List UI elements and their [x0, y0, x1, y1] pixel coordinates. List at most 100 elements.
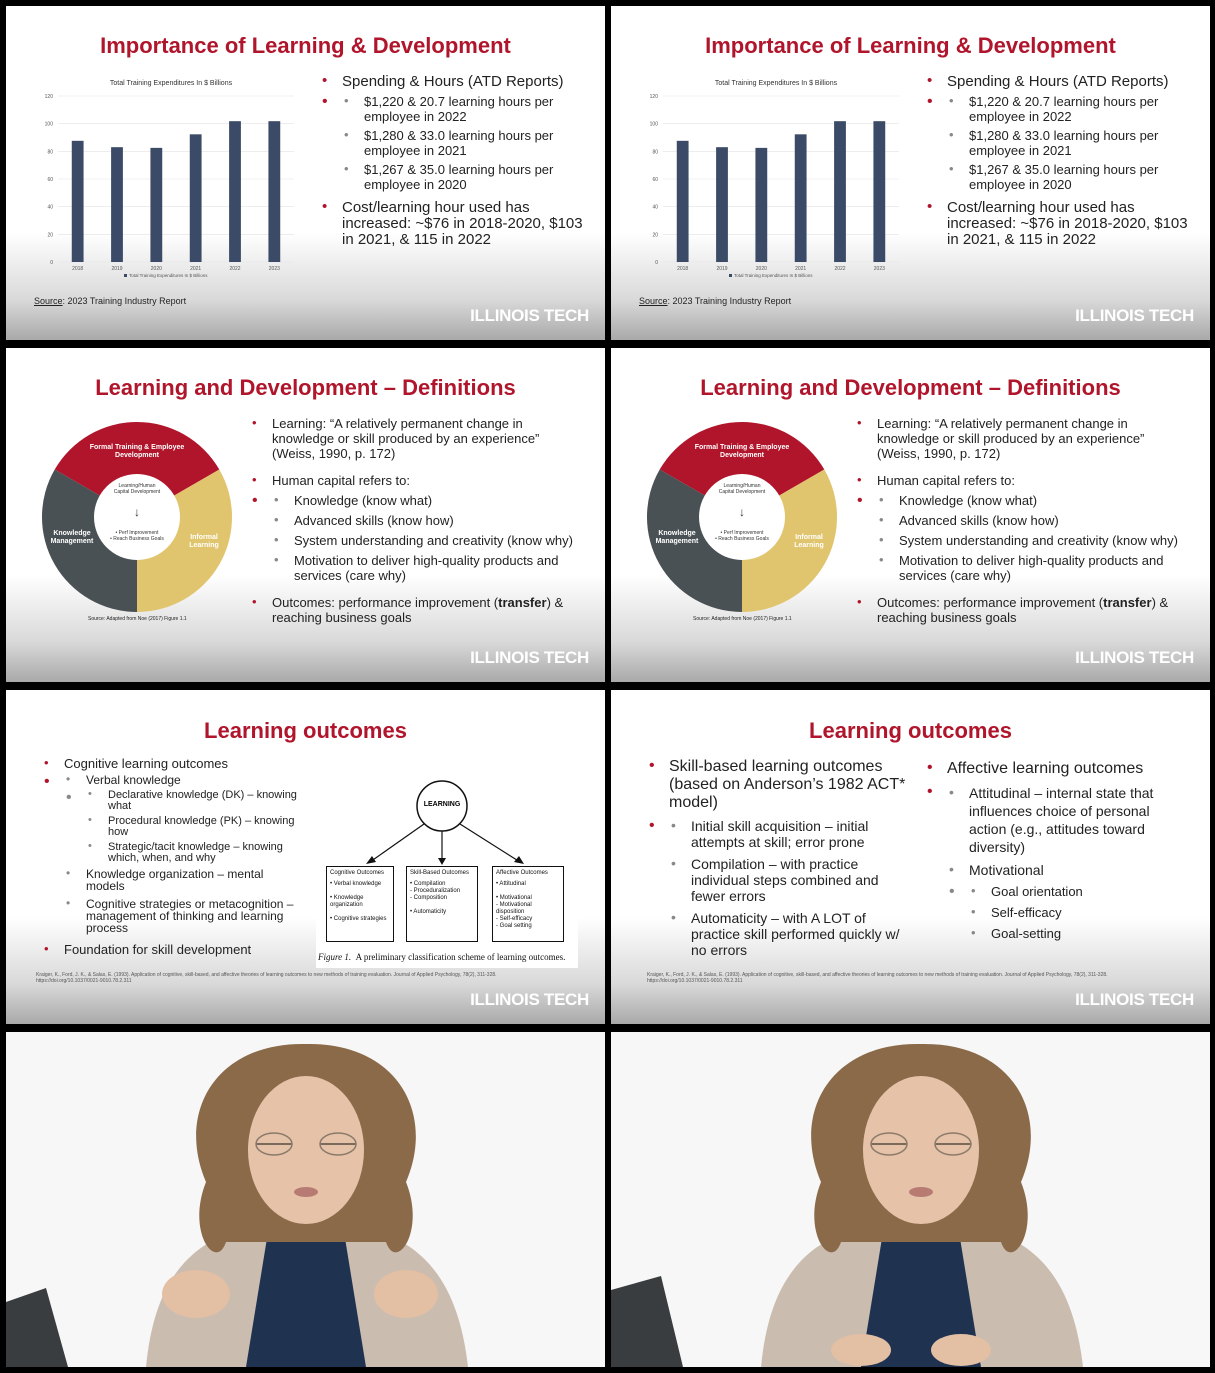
figure-box-affective: Affective Outcomes • Attitudinal • Motiv… — [492, 866, 564, 942]
donut-segment-knowledge — [41, 469, 137, 612]
citation: Kraiger, K., Ford, J. K., & Salas, E. (1… — [36, 972, 497, 984]
sub-sub-bullet-tacit: Strategic/tacit knowledge – knowing whic… — [86, 841, 302, 864]
bar — [755, 147, 768, 262]
x-tick-label: 2019 — [716, 266, 727, 272]
x-tick-label: 2023 — [874, 266, 885, 272]
sub-bullet-motivation: Motivation to deliver high-quality produ… — [272, 552, 580, 583]
sub-bullet-2020: $1,267 & 35.0 learning hours per employe… — [342, 161, 590, 192]
donut-svg — [41, 422, 233, 612]
donut-label-informal: Informal Learning — [794, 534, 824, 549]
presenter-image — [611, 1032, 1210, 1367]
bar — [268, 121, 281, 262]
sub-bullet-skills: Advanced skills (know how) — [877, 512, 1185, 528]
y-tick-label: 20 — [652, 232, 658, 238]
learning-outcomes-figure: LEARNING Cognitive Outcomes • Verbal kno… — [316, 776, 578, 968]
x-tick-label: 2020 — [151, 266, 162, 272]
bullet-learning-definition: Learning: “A relatively permanent change… — [250, 415, 580, 461]
bar — [834, 121, 846, 262]
y-tick-label: 40 — [652, 205, 658, 211]
slide-title: Learning outcomes — [809, 718, 1012, 743]
sub-sub-bullet-dk: Declarative knowledge (DK) – knowing wha… — [86, 789, 302, 812]
donut-label-knowledge: Knowledge Management — [655, 530, 699, 545]
presenter-image — [6, 1032, 605, 1367]
sub-bullet-knowledge: Knowledge (know what) — [272, 492, 580, 508]
donut-svg — [646, 422, 838, 612]
donut-center-title: Learning/Human Capital Development — [718, 483, 766, 495]
slide-panel-definitions-left[interactable]: Learning and Development – Definitions F… — [6, 348, 605, 682]
donut-label-formal: Formal Training & Employee Development — [694, 444, 790, 459]
brand-logo: ILLINOIS TECH — [1075, 306, 1194, 325]
brand-logo: ILLINOIS TECH — [470, 648, 589, 667]
slide-title: Importance of Learning & Development — [100, 33, 511, 58]
legend-label: Total Training Expenditures In $ Billion… — [734, 273, 813, 278]
figure-box-cognitive: Cognitive Outcomes • Verbal knowledge • … — [326, 866, 394, 942]
y-tick-label: 60 — [47, 177, 53, 183]
y-tick-label: 0 — [50, 260, 53, 266]
sub-bullet-skills: Advanced skills (know how) — [272, 512, 580, 528]
slide-panel-learning-outcomes-figure[interactable]: Learning outcomes Cognitive learning out… — [6, 690, 605, 1024]
x-tick-label: 2022 — [834, 266, 845, 272]
bullet-learning-definition: Learning: “A relatively permanent change… — [855, 415, 1185, 461]
sub-bullet-cognitive-strategies: Cognitive strategies or metacognition – … — [64, 897, 302, 934]
bullet-skill-based: Skill-based learning outcomes (based on … — [647, 757, 907, 812]
x-tick-label: 2020 — [756, 266, 767, 272]
bullet-cost: Cost/learning hour used has increased: ~… — [320, 199, 590, 248]
slide-panel-learning-outcomes-text[interactable]: Learning outcomes Skill-based learning o… — [611, 690, 1210, 1024]
bullet-human-capital: Human capital refers to: — [250, 472, 580, 488]
arrow-down-icon: ↓ — [739, 505, 745, 519]
donut-segment-informal — [742, 469, 838, 612]
slide-panel-definitions-right[interactable]: Learning and Development – Definitions F… — [611, 348, 1210, 682]
bullet-human-capital: Human capital refers to: — [855, 472, 1185, 488]
source-note: Source: 2023 Training Industry Report — [34, 296, 187, 306]
x-tick-label: 2019 — [111, 266, 122, 272]
bar — [716, 147, 728, 262]
bar-chart: Total Training Expenditures In $ Billion… — [650, 80, 899, 278]
sub-bullet-motivation: Motivation to deliver high-quality produ… — [877, 552, 1185, 583]
slide-panel-importance-right[interactable]: Importance of Learning & Development Tot… — [611, 6, 1210, 340]
source-link[interactable]: Source — [639, 296, 668, 306]
bullet-spending: Spending & Hours (ATD Reports) — [320, 73, 590, 90]
sub-bullet-verbal: Verbal knowledge — [64, 773, 302, 787]
legend-swatch — [124, 274, 127, 277]
sub-bullet-system: System understanding and creativity (kno… — [877, 532, 1185, 548]
sub-bullet-2022: $1,220 & 20.7 learning hours per employe… — [342, 93, 590, 124]
y-tick-label: 100 — [45, 122, 54, 128]
sub-bullet-2022: $1,220 & 20.7 learning hours per employe… — [947, 93, 1195, 124]
sub-sub-bullet-goal-setting: Goal-setting — [969, 925, 1185, 941]
sub-sub-bullet-self-efficacy: Self-efficacy — [969, 904, 1185, 920]
donut-segment-knowledge — [646, 469, 742, 612]
sub-bullet-attitudinal: Attitudinal – internal state that influe… — [947, 783, 1185, 856]
presenter-video-right[interactable] — [611, 1032, 1210, 1367]
y-tick-label: 80 — [652, 149, 658, 155]
bullet-outcomes: Outcomes: performance improvement (trans… — [250, 594, 580, 625]
donut-diagram: Formal Training & Employee Development K… — [40, 420, 234, 614]
x-tick-label: 2021 — [795, 266, 806, 272]
slide-title: Learning outcomes — [204, 718, 407, 743]
slide-panel-importance-left[interactable]: Importance of Learning & Development Tot… — [6, 6, 605, 340]
sub-bullet-knowledge-org: Knowledge organization – mental models — [64, 867, 302, 892]
source-note: Source: Adapted from Noe (2017) Figure 1… — [88, 616, 187, 622]
donut-segment-formal — [137, 422, 220, 498]
y-tick-label: 100 — [650, 122, 659, 128]
sub-bullet-automaticity: Automaticity – with A LOT of practice sk… — [669, 909, 907, 958]
chart-title: Total Training Expenditures In $ Billion… — [715, 80, 838, 87]
slide-title: Learning and Development – Definitions — [95, 375, 516, 400]
sub-bullet-compilation: Compilation – with practice individual s… — [669, 855, 907, 904]
sub-sub-bullet-pk: Procedural knowledge (PK) – knowing how — [86, 815, 302, 838]
x-tick-label: 2023 — [269, 266, 280, 272]
donut-center-title: Learning/Human Capital Development — [113, 483, 161, 495]
source-link[interactable]: Source — [34, 296, 63, 306]
donut-center-perf: • Perf Improvement — [115, 530, 159, 536]
source-note: Source: Adapted from Noe (2017) Figure 1… — [693, 616, 792, 622]
citation: Kraiger, K., Ford, J. K., & Salas, E. (1… — [647, 972, 1108, 984]
sub-bullet-2020: $1,267 & 35.0 learning hours per employe… — [947, 161, 1195, 192]
bar-chart: Total Training Expenditures In $ Billion… — [45, 80, 294, 278]
chart-title: Total Training Expenditures In $ Billion… — [110, 80, 233, 87]
bullet-cognitive: Cognitive learning outcomes — [42, 755, 302, 771]
donut-diagram: Formal Training & Employee Development K… — [645, 420, 839, 614]
presenter-video-left[interactable] — [6, 1032, 605, 1367]
bar — [873, 121, 886, 262]
bullet-spending: Spending & Hours (ATD Reports) — [925, 73, 1195, 90]
donut-label-knowledge: Knowledge Management — [50, 530, 94, 545]
y-tick-label: 120 — [45, 94, 54, 100]
